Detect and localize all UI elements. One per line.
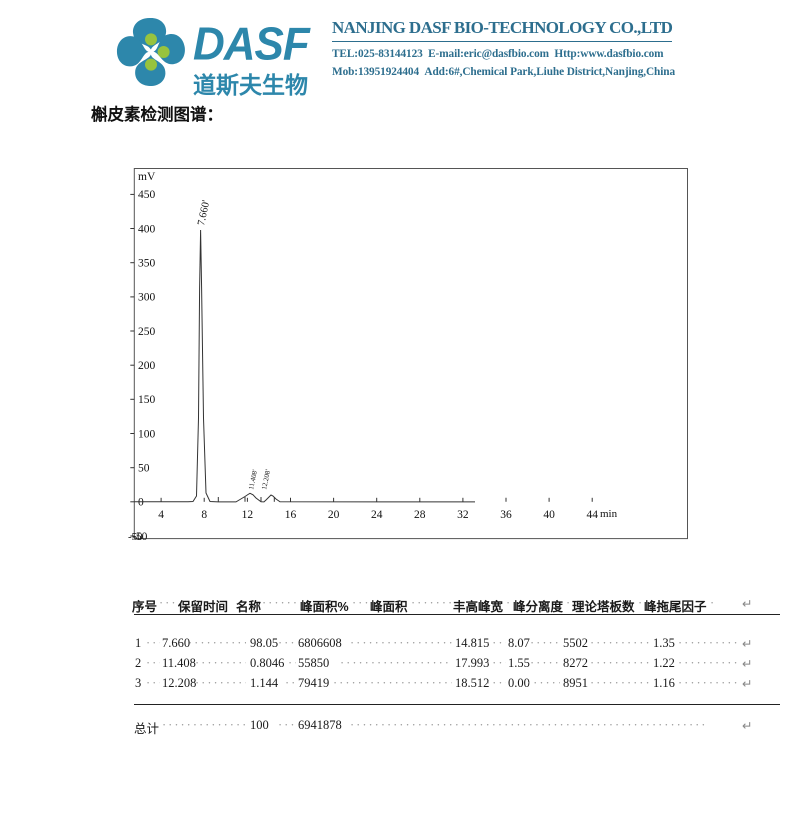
svg-text:200: 200 <box>138 360 156 372</box>
svg-text:28: 28 <box>414 509 426 521</box>
svg-text:8: 8 <box>201 509 207 521</box>
svg-text:40: 40 <box>543 509 555 521</box>
svg-text:350: 350 <box>138 258 156 270</box>
svg-text:36: 36 <box>500 509 512 521</box>
svg-text:44: 44 <box>586 509 598 521</box>
svg-text:12.208': 12.208' <box>260 469 272 491</box>
svg-text:300: 300 <box>138 292 156 304</box>
svg-text:32: 32 <box>457 509 469 521</box>
svg-text:-50: -50 <box>128 531 143 540</box>
svg-text:11.408': 11.408' <box>247 469 259 490</box>
svg-text:0: 0 <box>138 497 144 509</box>
svg-text:400: 400 <box>138 223 156 235</box>
svg-text:150: 150 <box>138 394 156 406</box>
svg-text:12: 12 <box>242 509 254 521</box>
svg-text:7.660': 7.660' <box>196 199 212 226</box>
svg-text:50: 50 <box>138 463 150 475</box>
svg-text:24: 24 <box>371 509 383 521</box>
svg-text:100: 100 <box>138 428 156 440</box>
svg-text:20: 20 <box>328 509 340 521</box>
svg-text:min: min <box>600 508 618 520</box>
svg-text:250: 250 <box>138 326 156 338</box>
svg-text:mV: mV <box>138 171 156 183</box>
svg-text:4: 4 <box>158 509 164 521</box>
svg-text:16: 16 <box>285 509 297 521</box>
svg-text:450: 450 <box>138 189 156 201</box>
